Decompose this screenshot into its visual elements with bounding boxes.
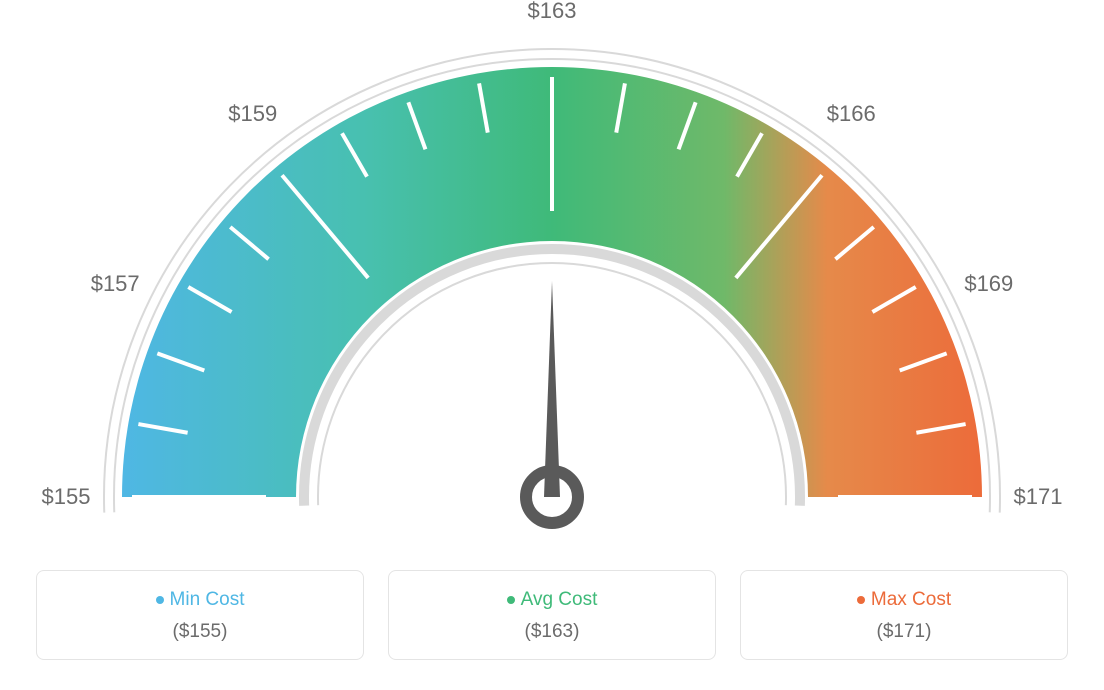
tick-label: $169 bbox=[964, 271, 1013, 296]
tick-label: $159 bbox=[228, 101, 277, 126]
gauge-chart: $155 $157 $159 $163 $166 $169 $171 bbox=[0, 0, 1104, 560]
avg-dot bbox=[507, 596, 515, 604]
legend-value: ($163) bbox=[409, 621, 695, 643]
legend-card-min: Min Cost ($155) bbox=[36, 570, 364, 660]
legend-title: Avg Cost bbox=[409, 589, 695, 611]
min-dot bbox=[156, 596, 164, 604]
gauge-svg: $155 $157 $159 $163 $166 $169 $171 bbox=[0, 0, 1104, 560]
legend-value: ($171) bbox=[761, 621, 1047, 643]
legend-title: Min Cost bbox=[57, 589, 343, 611]
tick-label: $166 bbox=[827, 101, 876, 126]
legend-row: Min Cost ($155) Avg Cost ($163) Max Cost ($17… bbox=[0, 570, 1104, 660]
legend-title: Max Cost bbox=[761, 589, 1047, 611]
legend-title-text: Max Cost bbox=[871, 589, 951, 610]
legend-card-max: Max Cost ($171) bbox=[740, 570, 1068, 660]
gauge-needle bbox=[544, 281, 560, 497]
legend-value: ($155) bbox=[57, 621, 343, 643]
tick-label: $157 bbox=[91, 271, 140, 296]
tick-label: $163 bbox=[528, 0, 577, 23]
tick-label: $155 bbox=[42, 484, 91, 509]
legend-title-text: Avg Cost bbox=[521, 589, 598, 610]
legend-card-avg: Avg Cost ($163) bbox=[388, 570, 716, 660]
tick-label: $171 bbox=[1014, 484, 1063, 509]
max-dot bbox=[857, 596, 865, 604]
legend-title-text: Min Cost bbox=[170, 589, 245, 610]
